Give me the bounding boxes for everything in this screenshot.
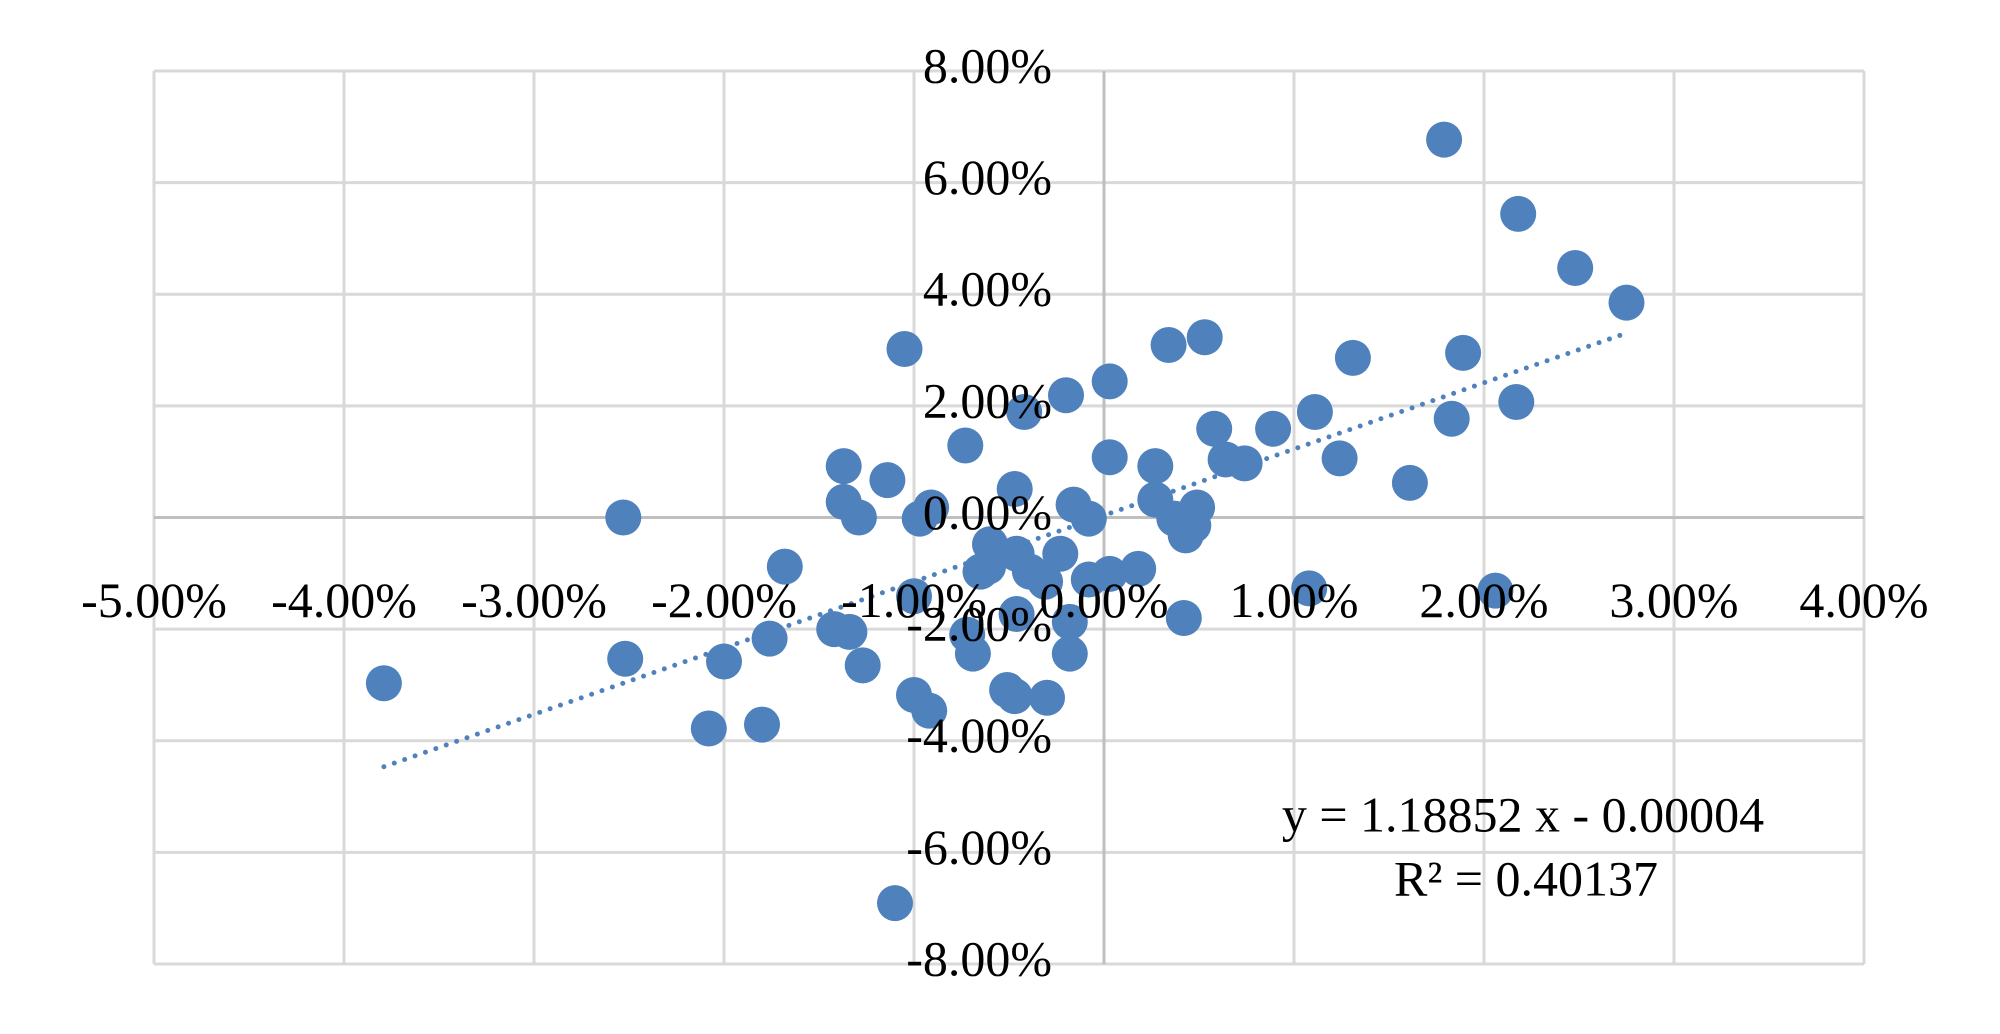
y-tick-label: -6.00% bbox=[906, 819, 1052, 875]
x-tick-label: 1.00% bbox=[1229, 572, 1358, 628]
point bbox=[996, 678, 1033, 715]
y-tick-label: 6.00% bbox=[923, 149, 1052, 205]
point bbox=[1321, 440, 1358, 477]
point bbox=[1291, 570, 1328, 607]
point bbox=[1391, 464, 1428, 501]
point bbox=[1027, 563, 1064, 600]
point bbox=[911, 692, 948, 729]
point bbox=[869, 462, 906, 499]
point bbox=[744, 706, 780, 743]
plot bbox=[365, 121, 1645, 922]
y-tick-label: -2.00% bbox=[906, 596, 1052, 652]
point bbox=[607, 640, 644, 677]
y-tick-label: -4.00% bbox=[906, 707, 1052, 763]
point bbox=[605, 499, 642, 536]
y-tick-label: 0.00% bbox=[923, 484, 1052, 540]
point bbox=[1042, 535, 1079, 572]
point bbox=[1296, 394, 1333, 431]
point bbox=[1165, 599, 1202, 636]
point bbox=[1091, 363, 1128, 400]
point bbox=[825, 448, 862, 485]
point bbox=[1608, 284, 1645, 321]
point bbox=[1167, 517, 1204, 554]
point bbox=[365, 665, 402, 702]
point bbox=[1137, 448, 1174, 485]
point bbox=[1029, 679, 1065, 716]
trendline bbox=[381, 330, 1629, 770]
x-tick-label: -1.00% bbox=[841, 572, 987, 628]
point bbox=[1500, 195, 1537, 232]
point bbox=[1477, 572, 1514, 609]
point bbox=[1255, 410, 1292, 447]
point bbox=[1091, 439, 1128, 476]
x-tick-label: 2.00% bbox=[1419, 572, 1548, 628]
point bbox=[1334, 339, 1371, 376]
x-tick-label: 3.00% bbox=[1609, 572, 1738, 628]
point bbox=[877, 885, 913, 922]
point bbox=[1557, 250, 1594, 287]
point bbox=[1498, 383, 1535, 420]
trendline-equation: y = 1.18852 x - 0.00004 bbox=[1282, 786, 1764, 842]
x-tick-label: 0.00% bbox=[1039, 572, 1168, 628]
point bbox=[954, 635, 991, 672]
point bbox=[1150, 327, 1187, 364]
point bbox=[766, 548, 803, 585]
point bbox=[840, 499, 877, 536]
point bbox=[1226, 445, 1263, 482]
point bbox=[1120, 550, 1157, 587]
y-tick-label: 2.00% bbox=[923, 372, 1052, 428]
point bbox=[844, 647, 881, 684]
r-squared: R² = 0.40137 bbox=[1394, 850, 1658, 906]
labels: -5.00% -4.00% -3.00% -2.00% -1.00% 0.00% 1.00%… bbox=[81, 37, 1928, 986]
point bbox=[706, 643, 742, 680]
point bbox=[1006, 394, 1043, 431]
point bbox=[886, 330, 923, 367]
point bbox=[690, 710, 727, 747]
x-tick-label: -3.00% bbox=[461, 572, 607, 628]
point bbox=[970, 548, 1007, 585]
point bbox=[1186, 319, 1223, 356]
x-tick-label: -4.00% bbox=[271, 572, 417, 628]
point bbox=[947, 427, 984, 464]
point bbox=[1196, 410, 1233, 447]
y-tick-label: 4.00% bbox=[923, 261, 1052, 317]
x-tick-label: 4.00% bbox=[1799, 572, 1928, 628]
y-tick-label: 8.00% bbox=[923, 37, 1052, 93]
point bbox=[1051, 635, 1088, 672]
point bbox=[1445, 334, 1482, 371]
point bbox=[998, 596, 1035, 633]
y-tick-label: -8.00% bbox=[906, 930, 1052, 986]
point bbox=[1433, 400, 1470, 437]
point bbox=[1051, 603, 1088, 640]
x-tick-label: -2.00% bbox=[651, 572, 797, 628]
point bbox=[996, 471, 1033, 508]
x-tick-label: -5.00% bbox=[81, 572, 227, 628]
point bbox=[1426, 121, 1463, 158]
point bbox=[901, 500, 938, 537]
point bbox=[1091, 555, 1128, 592]
point bbox=[1048, 377, 1084, 414]
point bbox=[831, 613, 868, 650]
